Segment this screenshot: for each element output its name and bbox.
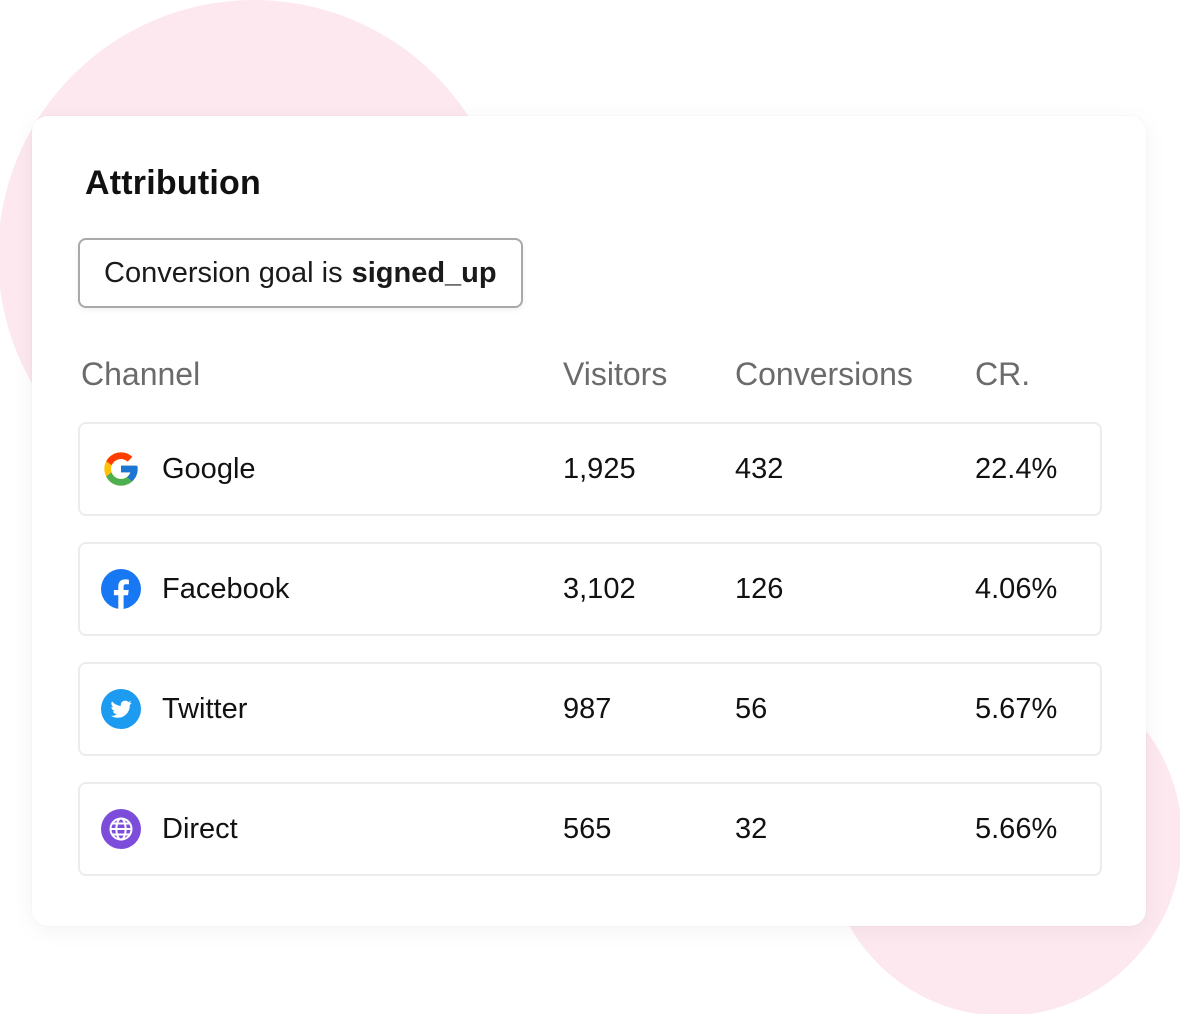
channel-name: Direct <box>162 813 238 845</box>
google-icon <box>101 449 141 489</box>
conversion-goal-filter[interactable]: Conversion goal is signed_up <box>78 238 523 308</box>
header-visitors: Visitors <box>563 356 668 392</box>
visitors-value: 987 <box>563 693 612 725</box>
table-row-facebook[interactable]: Facebook 3,102 126 4.06% <box>78 542 1102 636</box>
header-conversions: Conversions <box>735 356 913 392</box>
cr-value: 5.67% <box>975 693 1058 725</box>
header-cr: CR. <box>975 356 1031 392</box>
cr-value: 5.66% <box>975 813 1058 845</box>
table-row-direct[interactable]: Direct 565 32 5.66% <box>78 782 1102 876</box>
visitors-value: 565 <box>563 813 612 845</box>
attribution-card: Attribution Conversion goal is signed_up… <box>32 116 1146 926</box>
globe-icon <box>101 809 141 849</box>
conversions-value: 432 <box>735 453 784 485</box>
card-title: Attribution <box>85 164 261 202</box>
table-row-twitter[interactable]: Twitter 987 56 5.67% <box>78 662 1102 756</box>
facebook-icon <box>101 569 141 609</box>
header-channel: Channel <box>81 356 201 392</box>
visitors-value: 3,102 <box>563 573 636 605</box>
visitors-value: 1,925 <box>563 453 636 485</box>
twitter-icon <box>101 689 141 729</box>
channel-name: Facebook <box>162 573 290 605</box>
table-row-google[interactable]: Google 1,925 432 22.4% <box>78 422 1102 516</box>
goal-prefix: Conversion goal is <box>104 256 343 289</box>
conversions-value: 56 <box>735 693 768 725</box>
table-header: Channel Visitors Conversions CR. <box>32 356 1146 400</box>
conversions-value: 126 <box>735 573 784 605</box>
conversions-value: 32 <box>735 813 768 845</box>
channel-name: Google <box>162 453 256 485</box>
channel-name: Twitter <box>162 693 248 725</box>
cr-value: 4.06% <box>975 573 1058 605</box>
goal-value: signed_up <box>351 256 497 289</box>
cr-value: 22.4% <box>975 453 1058 485</box>
